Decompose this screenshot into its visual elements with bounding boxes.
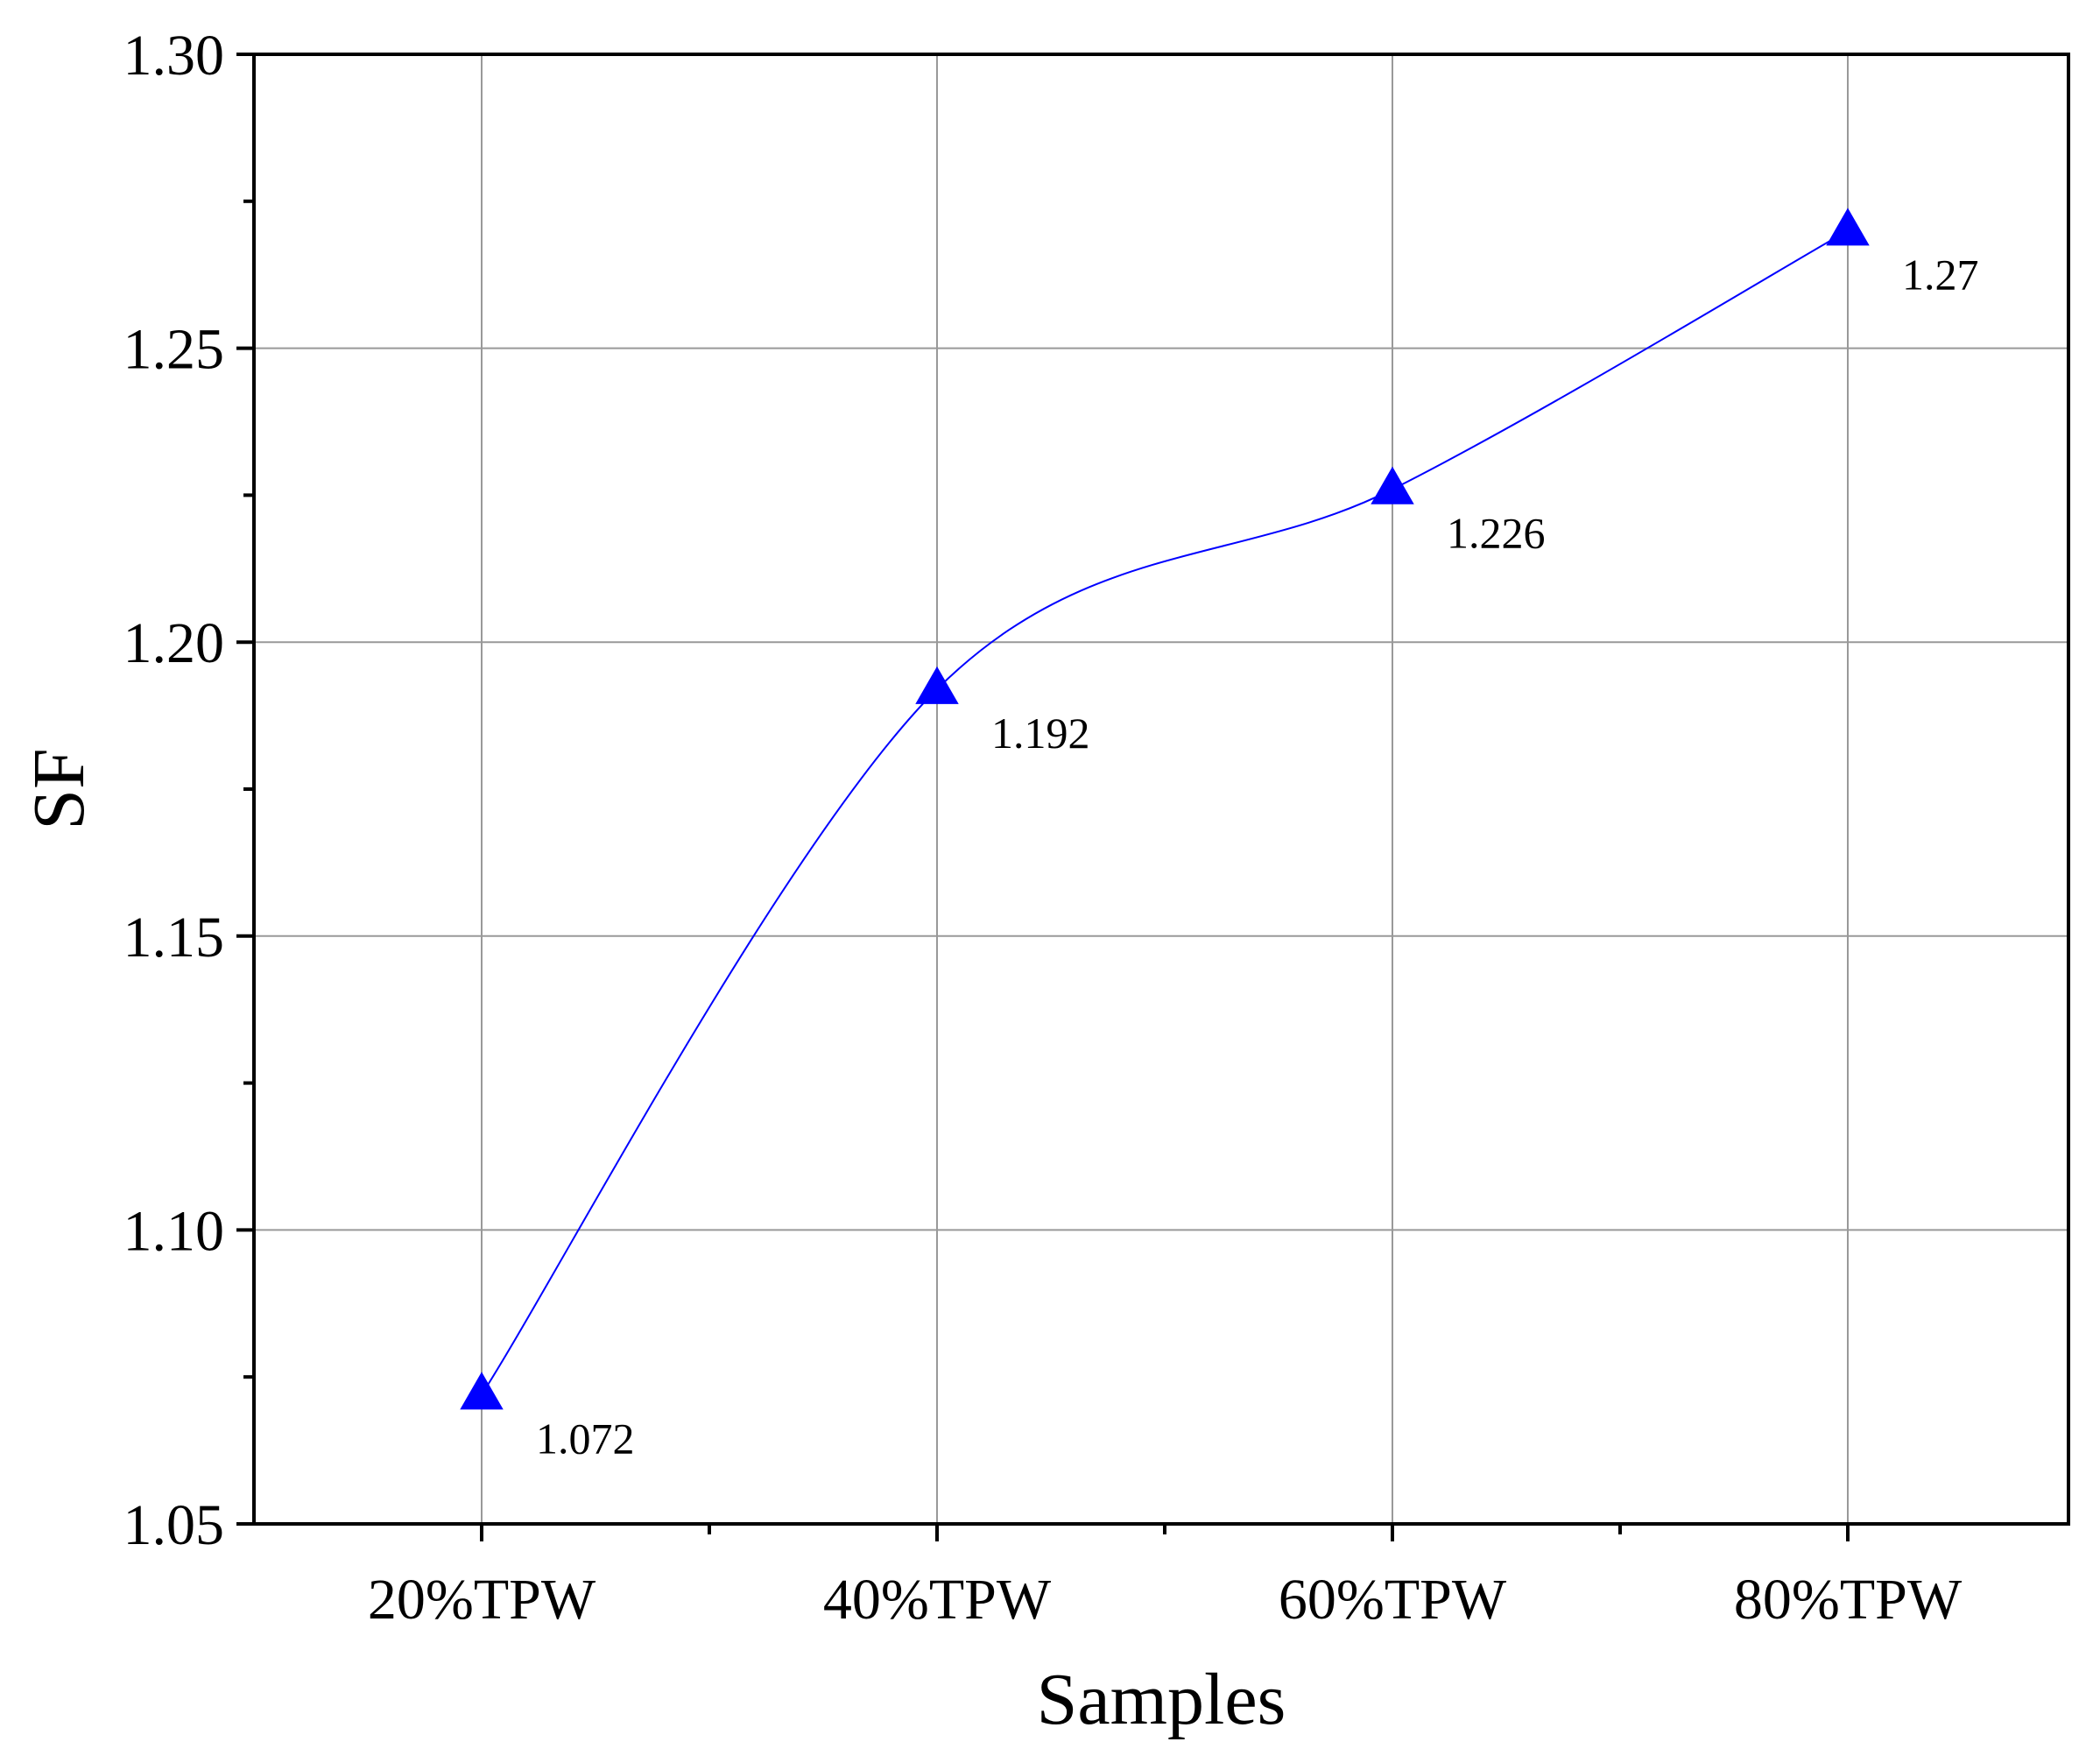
y-tick-label: 1.25 bbox=[123, 318, 225, 382]
x-tick-label: 20%TPW bbox=[368, 1568, 596, 1632]
x-tick-label: 80%TPW bbox=[1734, 1568, 1963, 1632]
data-point bbox=[460, 1372, 504, 1410]
y-tick-label: 1.10 bbox=[123, 1199, 225, 1263]
data-label: 1.192 bbox=[991, 709, 1090, 758]
data-label: 1.226 bbox=[1447, 509, 1546, 558]
y-tick-labels: 1.05 1.10 1.15 1.20 1.25 1.30 bbox=[123, 24, 225, 1557]
plot-frame bbox=[252, 53, 2070, 1526]
x-tick-label: 60%TPW bbox=[1279, 1568, 1507, 1632]
data-point bbox=[1826, 208, 1870, 246]
x-tick-labels: 20%TPW 40%TPW 60%TPW 80%TPW bbox=[368, 1568, 1963, 1632]
y-axis-title: SF bbox=[18, 748, 100, 829]
series-line bbox=[481, 229, 1849, 1395]
grid-lines bbox=[254, 54, 2068, 1524]
series-curve-group bbox=[481, 229, 1849, 1395]
data-point bbox=[1371, 466, 1414, 504]
data-label: 1.27 bbox=[1902, 250, 1979, 299]
axis-ticks bbox=[236, 53, 1850, 1541]
y-tick-label: 1.30 bbox=[123, 24, 225, 88]
data-labels: 1.072 1.192 1.226 1.27 bbox=[536, 250, 1979, 1463]
y-tick-label: 1.05 bbox=[123, 1493, 225, 1557]
y-tick-label: 1.20 bbox=[123, 611, 225, 675]
y-tick-label: 1.15 bbox=[123, 906, 225, 970]
x-tick-label: 40%TPW bbox=[823, 1568, 1052, 1632]
data-label: 1.072 bbox=[536, 1414, 635, 1463]
data-point bbox=[915, 666, 959, 704]
series-markers bbox=[460, 208, 1870, 1410]
x-axis-title: Samples bbox=[1037, 1659, 1286, 1740]
